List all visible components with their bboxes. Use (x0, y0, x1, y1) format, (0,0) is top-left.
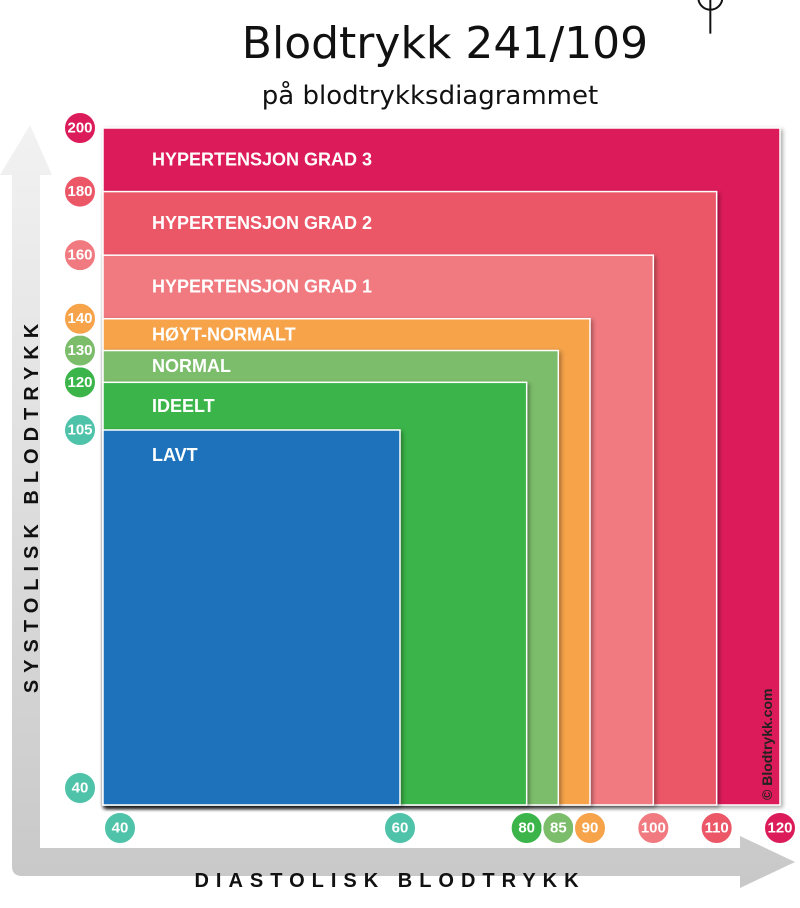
x-tick-label: 80 (518, 820, 535, 837)
y-tick-badge (63, 238, 97, 273)
zone-label: HYPERTENSJON GRAD 1 (152, 277, 372, 297)
zone (102, 429, 401, 806)
x-tick-label: 40 (112, 820, 129, 837)
x-tick-label: 90 (582, 820, 599, 837)
y-tick-label: 180 (67, 183, 92, 200)
y-tick-label: 120 (67, 374, 92, 391)
zone-label: LAVT (152, 445, 198, 465)
x-tick-label: 110 (705, 820, 729, 837)
x-tick-label: 85 (550, 820, 567, 837)
x-tick-badge (383, 811, 417, 845)
y-axis-label: SYSTOLISK BLODTRYKK (21, 317, 43, 693)
y-tick-label: 200 (67, 120, 92, 137)
y-tick-badge (63, 111, 97, 145)
zone-label: HØYT-NORMALT (152, 324, 296, 344)
x-tick-badge (699, 811, 734, 845)
x-tick-label: 60 (392, 820, 409, 837)
y-tick-badge (63, 771, 97, 805)
x-axis-label: DIASTOLISK BLODTRYKK (194, 870, 585, 892)
zone-label: HYPERTENSJON GRAD 3 (152, 150, 372, 170)
x-tick-badge (573, 811, 607, 845)
x-tick-badge (636, 811, 671, 845)
zone-label: HYPERTENSJON GRAD 2 (152, 213, 372, 233)
subtitle: på blodtrykksdiagrammet (262, 80, 598, 111)
reading-marker (697, 0, 724, 34)
ticks: 40 105 120 130 140 160 180 200 40 60 80 85 90 100 110 1… (63, 111, 797, 845)
copyright: © Blodtrykk.com (759, 689, 775, 800)
y-tick-label: 140 (67, 310, 92, 327)
zone-label: IDEELT (152, 396, 215, 416)
x-tick-badge (763, 811, 797, 845)
y-tick-label: 105 (67, 422, 92, 439)
x-tick-label: 120 (767, 820, 792, 837)
y-tick-badge (63, 413, 97, 447)
y-tick-label: 160 (67, 247, 92, 264)
y-tick-label: 130 (67, 342, 92, 359)
title: Blodtrykk 241/109 (242, 18, 648, 69)
x-tick-label: 100 (641, 820, 666, 837)
y-tick-badge (63, 301, 97, 336)
zones: HYPERTENSJON GRAD 3 HYPERTENSJON GRAD 2 HY… (102, 127, 781, 806)
zone-label: NORMAL (152, 356, 231, 376)
x-tick-badge (103, 811, 137, 845)
y-tick-badge (63, 174, 97, 209)
y-tick-label: 40 (72, 780, 89, 797)
